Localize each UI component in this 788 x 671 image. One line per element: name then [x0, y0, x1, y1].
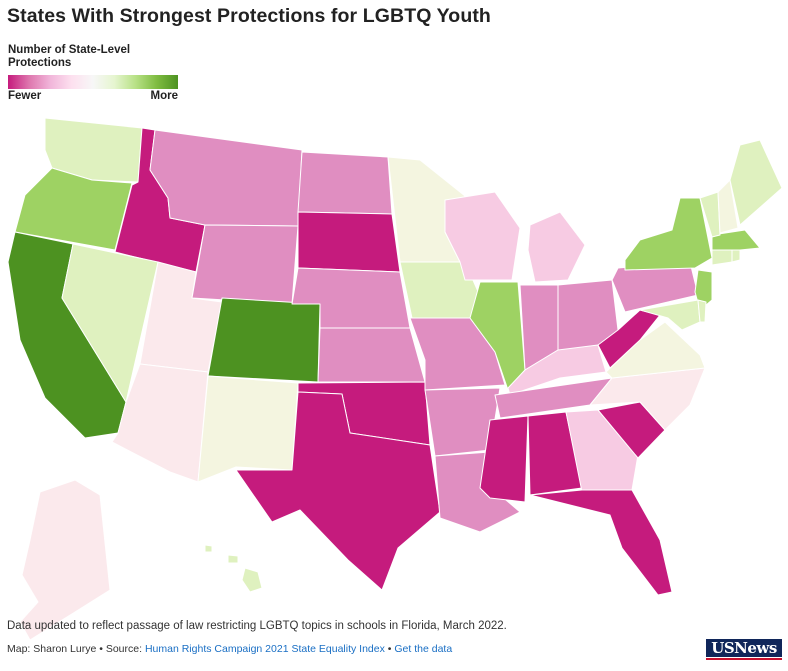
state-HI[interactable]	[204, 544, 263, 593]
source-link[interactable]: Human Rights Campaign 2021 State Equalit…	[144, 643, 385, 655]
state-FL[interactable]	[529, 489, 673, 596]
legend-title: Number of State-Level Protections	[8, 44, 131, 69]
legend-high-label: More	[150, 90, 178, 102]
state-MS[interactable]	[479, 415, 529, 503]
map-title: States With Strongest Protections for LG…	[7, 5, 491, 27]
state-CT[interactable]	[711, 247, 733, 266]
state-CO[interactable]	[207, 297, 321, 383]
state-NH[interactable]	[717, 179, 739, 234]
state-KS[interactable]	[317, 327, 426, 383]
state-PA[interactable]	[611, 261, 699, 313]
state-ME[interactable]	[729, 139, 783, 226]
data-update-note: Data updated to reflect passage of law r…	[7, 620, 507, 632]
legend-low-label: Fewer	[8, 90, 42, 102]
credits-line: Map: Sharon Lurye • Source: Human Rights…	[7, 643, 453, 655]
state-WI[interactable]	[444, 191, 521, 281]
state-TX[interactable]	[235, 391, 441, 591]
state-DE[interactable]	[697, 299, 707, 323]
state-VT[interactable]	[699, 191, 721, 238]
state-MI[interactable]	[527, 211, 586, 283]
state-NM[interactable]	[197, 375, 299, 483]
state-MD[interactable]	[639, 299, 701, 331]
state-AK[interactable]	[19, 479, 111, 641]
get-the-data-link[interactable]: Get the data	[394, 643, 453, 655]
state-SD[interactable]	[297, 211, 401, 273]
state-IL[interactable]	[469, 281, 526, 391]
legend: Number of State-Level Protections Fewer …	[8, 44, 183, 102]
legend-color-bar	[8, 75, 178, 89]
state-WY[interactable]	[191, 224, 299, 305]
source-prefix: Source:	[105, 643, 143, 655]
state-GA[interactable]	[565, 409, 639, 493]
state-ND[interactable]	[297, 151, 393, 215]
byline: Map: Sharon Lurye	[7, 643, 97, 655]
state-MT[interactable]	[149, 129, 303, 227]
state-MA[interactable]	[711, 229, 761, 251]
state-NY[interactable]	[624, 197, 713, 271]
usnews-logo: USNews	[706, 639, 782, 660]
